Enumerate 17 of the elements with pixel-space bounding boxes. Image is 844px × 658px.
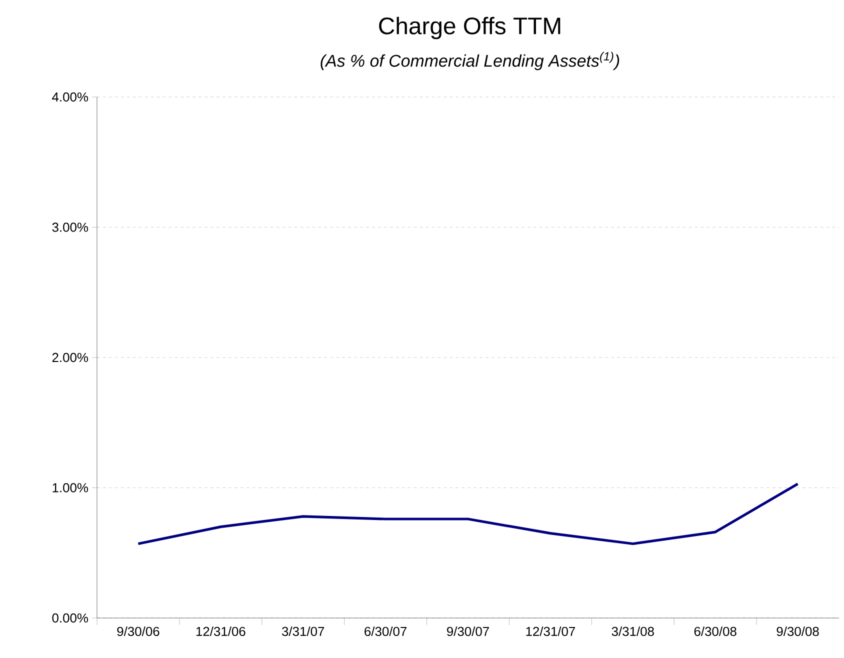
y-tick-label: 1.00% (52, 483, 88, 492)
x-tick-label: 9/30/06 (117, 626, 160, 636)
x-tick-label: 12/31/06 (196, 626, 246, 636)
y-tick-label: 2.00% (52, 352, 88, 362)
y-tick-label: 3.00% (52, 222, 88, 232)
x-tick-label: 6/30/08 (694, 626, 736, 636)
x-tick-label: 3/31/07 (282, 626, 324, 636)
chart-subtitle: (As % of Commercial Lending Assets$^{(1)}$) (320, 52, 620, 70)
x-tick-label: 12/31/07 (526, 626, 575, 636)
line-series (136, 482, 800, 546)
y-tick-label: 4.00% (52, 92, 88, 102)
x-tick-label: 9/30/07 (447, 626, 489, 636)
y-tick-label: 0.00% (52, 613, 88, 623)
x-tick-label: 6/30/07 (364, 626, 407, 636)
x-tick-label: 3/31/08 (612, 626, 654, 636)
chart-title: Charge Offs TTM (379, 16, 560, 40)
x-tick-label: 9/30/08 (776, 626, 819, 636)
